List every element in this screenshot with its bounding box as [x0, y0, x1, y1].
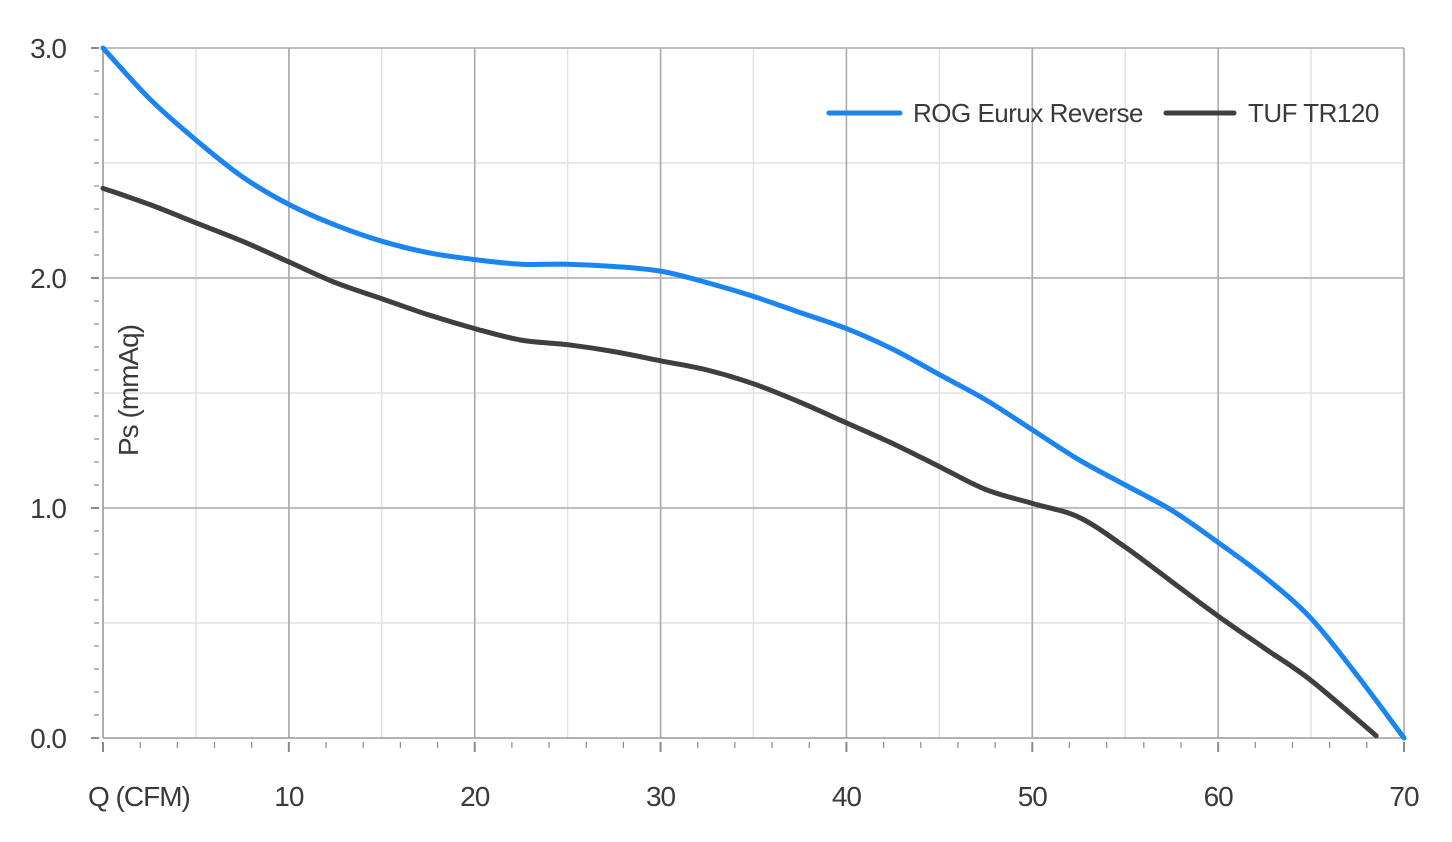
x-tick-label: 50	[1018, 781, 1048, 812]
x-tick-label: 60	[1204, 781, 1234, 812]
y-tick-label: 0.0	[30, 723, 66, 754]
x-tick-label: 40	[832, 781, 862, 812]
x-tick-label: 20	[460, 781, 490, 812]
series-lines	[100, 45, 1407, 741]
x-axis-label: Q (CFM)	[88, 781, 190, 812]
legend-label: ROG Eurux Reverse	[913, 98, 1143, 128]
y-tick-label: 3.0	[30, 33, 66, 64]
x-tick-label: 10	[274, 781, 304, 812]
y-tick-label: 2.0	[30, 263, 66, 294]
axes: 0.0 1.0 2.0 3.0 10 20 30 40 50 60 70	[30, 33, 1420, 812]
y-axis-label: Ps (mmAq)	[113, 325, 144, 456]
series-line-rog-eurux-reverse	[100, 45, 1407, 741]
grid	[103, 47, 1405, 738]
series-line-tuf-tr120	[100, 185, 1379, 739]
x-tick-label: 30	[646, 781, 676, 812]
x-tick-label: 70	[1389, 781, 1419, 812]
y-tick-label: 1.0	[30, 493, 66, 524]
legend-label: TUF TR120	[1248, 98, 1379, 128]
legend: ROG Eurux Reverse TUF TR120	[826, 98, 1379, 128]
